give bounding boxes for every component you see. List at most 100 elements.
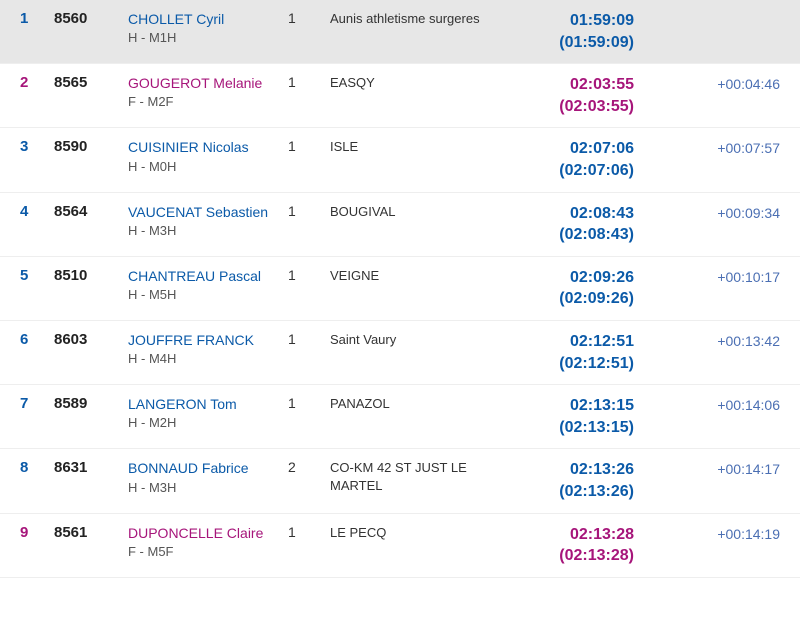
- athlete-category: H - M2H: [128, 415, 288, 430]
- time-cell: 02:08:43(02:08:43): [500, 203, 640, 246]
- bib-number: 8589: [54, 395, 128, 412]
- time-cell: 02:12:51(02:12:51): [500, 331, 640, 374]
- athlete-name-link[interactable]: CHANTREAU Pascal: [128, 267, 288, 285]
- athlete-cell: CHANTREAU Pascal H - M5H: [128, 267, 288, 302]
- time-cell: 02:09:26(02:09:26): [500, 267, 640, 310]
- laps: 1: [288, 331, 330, 347]
- athlete-cell: BONNAUD Fabrice H - M3H: [128, 459, 288, 494]
- athlete-category: H - M4H: [128, 351, 288, 366]
- finish-time: 02:12:51: [500, 331, 634, 353]
- time-gap: [640, 10, 794, 12]
- club: VEIGNE: [330, 267, 500, 285]
- finish-time: 02:13:26: [500, 459, 634, 481]
- athlete-name-link[interactable]: LANGERON Tom: [128, 395, 288, 413]
- athlete-category: F - M2F: [128, 94, 288, 109]
- athlete-cell: DUPONCELLE Claire F - M5F: [128, 524, 288, 559]
- net-time: (02:13:28): [500, 545, 634, 567]
- result-row[interactable]: 88631BONNAUD Fabrice H - M3H2CO-KM 42 ST …: [0, 449, 800, 513]
- time-cell: 02:13:15(02:13:15): [500, 395, 640, 438]
- result-row[interactable]: 18560CHOLLET CyrilH - M1H1Aunis athletis…: [0, 0, 800, 64]
- time-cell: 02:07:06(02:07:06): [500, 138, 640, 181]
- rank: 8: [6, 459, 54, 476]
- rank: 2: [6, 74, 54, 91]
- time-gap: +00:14:06: [640, 395, 794, 413]
- net-time: (02:13:15): [500, 417, 634, 439]
- athlete-cell: VAUCENAT Sebastien H - M3H: [128, 203, 288, 238]
- athlete-cell: GOUGEROT Melanie F - M2F: [128, 74, 288, 109]
- club: CO-KM 42 ST JUST LE MARTEL: [330, 459, 500, 494]
- time-gap: +00:14:17: [640, 459, 794, 477]
- net-time: (02:07:06): [500, 160, 634, 182]
- rank: 6: [6, 331, 54, 348]
- athlete-category: F - M5F: [128, 544, 288, 559]
- athlete-category: H - M1H: [128, 30, 288, 45]
- rank: 5: [6, 267, 54, 284]
- rank: 9: [6, 524, 54, 541]
- result-row[interactable]: 78589LANGERON Tom H - M2H1PANAZOL02:13:15…: [0, 385, 800, 449]
- club: Saint Vaury: [330, 331, 500, 349]
- club: ISLE: [330, 138, 500, 156]
- time-cell: 02:13:26(02:13:26): [500, 459, 640, 502]
- result-row[interactable]: 38590CUISINIER Nicolas H - M0H1ISLE02:07:…: [0, 128, 800, 192]
- athlete-name-link[interactable]: VAUCENAT Sebastien: [128, 203, 288, 221]
- bib-number: 8603: [54, 331, 128, 348]
- finish-time: 02:13:28: [500, 524, 634, 546]
- result-row[interactable]: 48564VAUCENAT SebastienH - M3H1BOUGIVAL0…: [0, 193, 800, 257]
- time-gap: +00:04:46: [640, 74, 794, 92]
- net-time: (02:09:26): [500, 288, 634, 310]
- time-cell: 02:03:55(02:03:55): [500, 74, 640, 117]
- club: BOUGIVAL: [330, 203, 500, 221]
- result-row[interactable]: 68603JOUFFRE FRANCK H - M4H1Saint Vaury02…: [0, 321, 800, 385]
- bib-number: 8631: [54, 459, 128, 476]
- time-gap: +00:14:19: [640, 524, 794, 542]
- laps: 1: [288, 524, 330, 540]
- finish-time: 01:59:09: [500, 10, 634, 32]
- bib-number: 8561: [54, 524, 128, 541]
- athlete-name-link[interactable]: JOUFFRE FRANCK: [128, 331, 288, 349]
- club: PANAZOL: [330, 395, 500, 413]
- athlete-category: H - M3H: [128, 223, 288, 238]
- time-gap: +00:13:42: [640, 331, 794, 349]
- athlete-name-link[interactable]: DUPONCELLE Claire: [128, 524, 288, 542]
- laps: 1: [288, 74, 330, 90]
- bib-number: 8560: [54, 10, 128, 27]
- rank: 3: [6, 138, 54, 155]
- athlete-name-link[interactable]: CHOLLET Cyril: [128, 10, 288, 28]
- time-gap: +00:10:17: [640, 267, 794, 285]
- athlete-cell: LANGERON Tom H - M2H: [128, 395, 288, 430]
- finish-time: 02:03:55: [500, 74, 634, 96]
- results-table: 18560CHOLLET CyrilH - M1H1Aunis athletis…: [0, 0, 800, 578]
- athlete-cell: CUISINIER Nicolas H - M0H: [128, 138, 288, 173]
- athlete-category: H - M0H: [128, 159, 288, 174]
- finish-time: 02:08:43: [500, 203, 634, 225]
- club: LE PECQ: [330, 524, 500, 542]
- time-cell: 02:13:28(02:13:28): [500, 524, 640, 567]
- result-row[interactable]: 58510CHANTREAU PascalH - M5H1VEIGNE02:09…: [0, 257, 800, 321]
- athlete-name-link[interactable]: GOUGEROT Melanie: [128, 74, 288, 92]
- net-time: (02:08:43): [500, 224, 634, 246]
- athlete-cell: CHOLLET Cyril H - M1H: [128, 10, 288, 45]
- club: Aunis athletisme surgeres: [330, 10, 500, 28]
- athlete-name-link[interactable]: CUISINIER Nicolas: [128, 138, 288, 156]
- net-time: (02:12:51): [500, 353, 634, 375]
- net-time: (01:59:09): [500, 32, 634, 54]
- laps: 1: [288, 138, 330, 154]
- laps: 1: [288, 10, 330, 26]
- finish-time: 02:09:26: [500, 267, 634, 289]
- finish-time: 02:07:06: [500, 138, 634, 160]
- athlete-name-link[interactable]: BONNAUD Fabrice: [128, 459, 288, 477]
- rank: 1: [6, 10, 54, 27]
- laps: 1: [288, 395, 330, 411]
- laps: 2: [288, 459, 330, 475]
- club: EASQY: [330, 74, 500, 92]
- bib-number: 8590: [54, 138, 128, 155]
- result-row[interactable]: 28565GOUGEROT MelanieF - M2F1EASQY02:03:…: [0, 64, 800, 128]
- athlete-category: H - M3H: [128, 480, 288, 495]
- rank: 7: [6, 395, 54, 412]
- time-cell: 01:59:09(01:59:09): [500, 10, 640, 53]
- finish-time: 02:13:15: [500, 395, 634, 417]
- time-gap: +00:09:34: [640, 203, 794, 221]
- athlete-category: H - M5H: [128, 287, 288, 302]
- result-row[interactable]: 98561DUPONCELLE Claire F - M5F1LE PECQ02:…: [0, 514, 800, 578]
- athlete-cell: JOUFFRE FRANCK H - M4H: [128, 331, 288, 366]
